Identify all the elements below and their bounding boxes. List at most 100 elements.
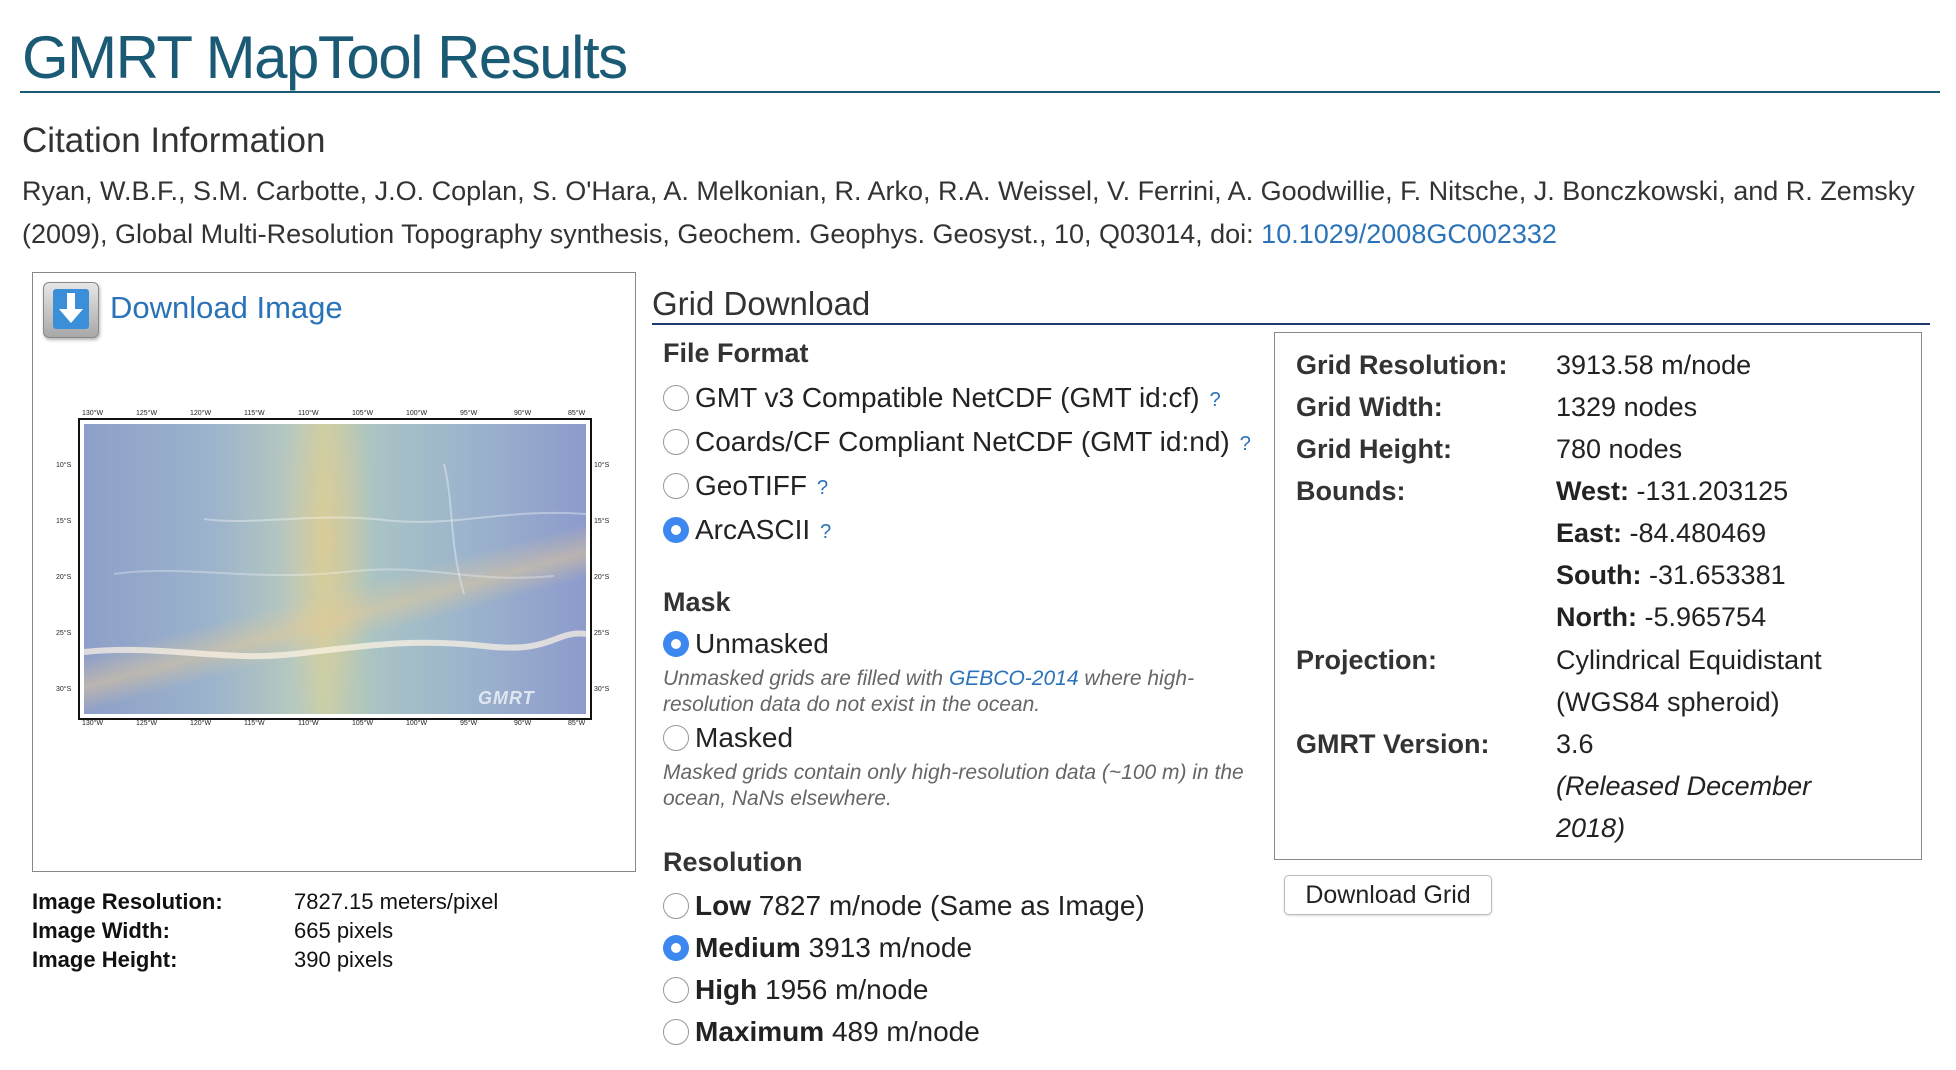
masked-note: Masked grids contain only high-resolutio… (663, 761, 1244, 810)
image-panel (32, 272, 636, 872)
map-tick-label-top: 105°W (352, 410, 374, 417)
gebco-link[interactable]: GEBCO-2014 (948, 667, 1079, 690)
file-format-radio[interactable] (663, 516, 689, 543)
projection-value-1: Cylindrical Equidistant (1556, 645, 1822, 675)
gmrt-version-link[interactable]: 3.6 (1556, 729, 1594, 759)
map-tick-label-bottom: 105°W (352, 720, 374, 727)
mask-heading: Mask (663, 587, 731, 617)
resolution-detail: 1956 m/node (765, 974, 929, 1005)
unmasked-note: Unmasked grids are filled with GEBCO-201… (663, 666, 1263, 718)
map-tick-label-right: 15°S (594, 518, 610, 525)
radio-unmasked[interactable] (663, 630, 689, 657)
image-stat-value: 665 pixels (294, 918, 394, 943)
map-tick-label-right: 30°S (594, 686, 610, 693)
resolution-option[interactable]: Medium 3913 m/node (663, 930, 972, 966)
grid-width-value: 1329 nodes (1556, 392, 1698, 422)
grid-info-box (1274, 332, 1922, 860)
map-tick-label-right: 25°S (594, 630, 610, 637)
grid-download-heading: Grid Download (652, 285, 871, 322)
help-link[interactable]: ? (1239, 432, 1251, 455)
gmrt-version-label: GMRT Version: (1296, 729, 1490, 759)
resolution-option[interactable]: Maximum 489 m/node (663, 1014, 980, 1050)
image-stat-value: 390 pixels (294, 947, 394, 972)
mask-option-masked[interactable]: Masked (663, 720, 793, 756)
north-label: North: (1556, 602, 1637, 632)
resolution-radio[interactable] (663, 1018, 689, 1045)
projection-label: Projection: (1296, 645, 1438, 675)
bounds-south: South: -31.653381 (1556, 558, 1786, 592)
file-format-radio[interactable] (663, 384, 689, 411)
map-tick-label-top: 115°W (244, 410, 265, 417)
citation-heading: Citation Information (22, 121, 326, 160)
west-value: -131.203125 (1629, 476, 1789, 506)
file-format-option[interactable]: ArcASCII? (663, 512, 831, 550)
file-format-heading: File Format (663, 338, 809, 368)
grid-width-label: Grid Width: (1296, 392, 1443, 422)
south-value: -31.653381 (1641, 560, 1786, 590)
map-tick-label-top: 90°W (514, 410, 532, 417)
resolution-option[interactable]: High 1956 m/node (663, 972, 928, 1008)
north-value: -5.965754 (1636, 602, 1767, 632)
download-arrow-icon (53, 289, 89, 329)
file-format-label: GeoTIFF (695, 470, 808, 501)
help-link[interactable]: ? (820, 520, 832, 543)
projection-value-2: (WGS84 spheroid) (1556, 687, 1780, 717)
grid-download-divider (652, 323, 1930, 325)
ridge-lines (84, 463, 586, 660)
map-tick-label-left: 20°S (56, 574, 72, 581)
map-tick-label-top: 100°W (406, 410, 428, 417)
resolution-radio[interactable] (663, 976, 689, 1003)
resolution-radio[interactable] (663, 934, 689, 961)
resolution-name: Medium (695, 932, 801, 963)
east-label: East: (1556, 518, 1623, 548)
resolution-detail: 7827 m/node (Same as Image) (758, 890, 1145, 921)
grid-height-label: Grid Height: (1296, 434, 1452, 464)
bounds-north: North: -5.965754 (1556, 600, 1766, 634)
mask-option-unmasked[interactable]: Unmasked (663, 626, 829, 662)
doi-link[interactable]: 10.1029/2008GC002332 (1261, 219, 1557, 249)
download-image-link[interactable]: Download Image (110, 290, 343, 325)
resolution-radio[interactable] (663, 892, 689, 919)
radio-masked[interactable] (663, 724, 689, 751)
map-tick-label-left: 25°S (56, 630, 72, 637)
map-tick-label-bottom: 85°W (568, 720, 586, 727)
resolution-detail: 3913 m/node (808, 932, 973, 963)
file-format-radio[interactable] (663, 472, 689, 499)
map-tick-label-bottom: 100°W (406, 720, 428, 727)
file-format-option[interactable]: Coards/CF Compliant NetCDF (GMT id:nd)? (663, 424, 1251, 462)
resolution-option[interactable]: Low 7827 m/node (Same as Image) (663, 888, 1145, 924)
masked-label: Masked (695, 722, 794, 753)
resolution-name: Low (695, 890, 751, 921)
file-format-label: Coards/CF Compliant NetCDF (GMT id:nd) (695, 426, 1230, 457)
map-tick-label-bottom: 130°W (82, 720, 104, 727)
download-grid-button[interactable]: Download Grid (1284, 875, 1492, 915)
map-tick-label-top: 130°W (82, 410, 104, 417)
bounds-west: West: -131.203125 (1556, 474, 1788, 508)
file-format-option[interactable]: GeoTIFF? (663, 468, 828, 506)
unmasked-note-post: where high-resolution data do not exist … (663, 667, 1195, 716)
help-link[interactable]: ? (817, 476, 829, 499)
east-value: -84.480469 (1622, 518, 1767, 548)
bounds-east: East: -84.480469 (1556, 516, 1766, 550)
map-tick-label-top: 120°W (190, 410, 212, 417)
unmasked-note-pre: Unmasked grids are filled with (663, 667, 949, 690)
file-format-label: GMT v3 Compatible NetCDF (GMT id:cf) (695, 382, 1200, 413)
image-stat-value: 7827.15 meters/pixel (294, 889, 499, 914)
south-label: South: (1556, 560, 1642, 590)
map-tick-label-left: 15°S (56, 518, 72, 525)
help-link[interactable]: ? (1209, 388, 1221, 411)
map-tick-label-right: 10°S (594, 462, 610, 469)
bounds-label: Bounds: (1296, 476, 1406, 506)
map-tick-label-bottom: 120°W (190, 720, 212, 727)
version-note-2: 2018) (1556, 813, 1626, 843)
file-format-option[interactable]: GMT v3 Compatible NetCDF (GMT id:cf)? (663, 380, 1221, 418)
download-image-button[interactable] (43, 282, 99, 338)
file-format-radio[interactable] (663, 428, 689, 455)
page-title: GMRT MapTool Results (22, 24, 628, 91)
map-image[interactable] (84, 424, 586, 714)
resolution-name: High (695, 974, 758, 1005)
image-stat-label: Image Width: (32, 918, 170, 943)
resolution-name: Maximum (695, 1016, 825, 1047)
citation-text: Ryan, W.B.F., S.M. Carbotte, J.O. Coplan… (22, 170, 1922, 256)
grid-resolution-value: 3913.58 m/node (1556, 350, 1752, 380)
